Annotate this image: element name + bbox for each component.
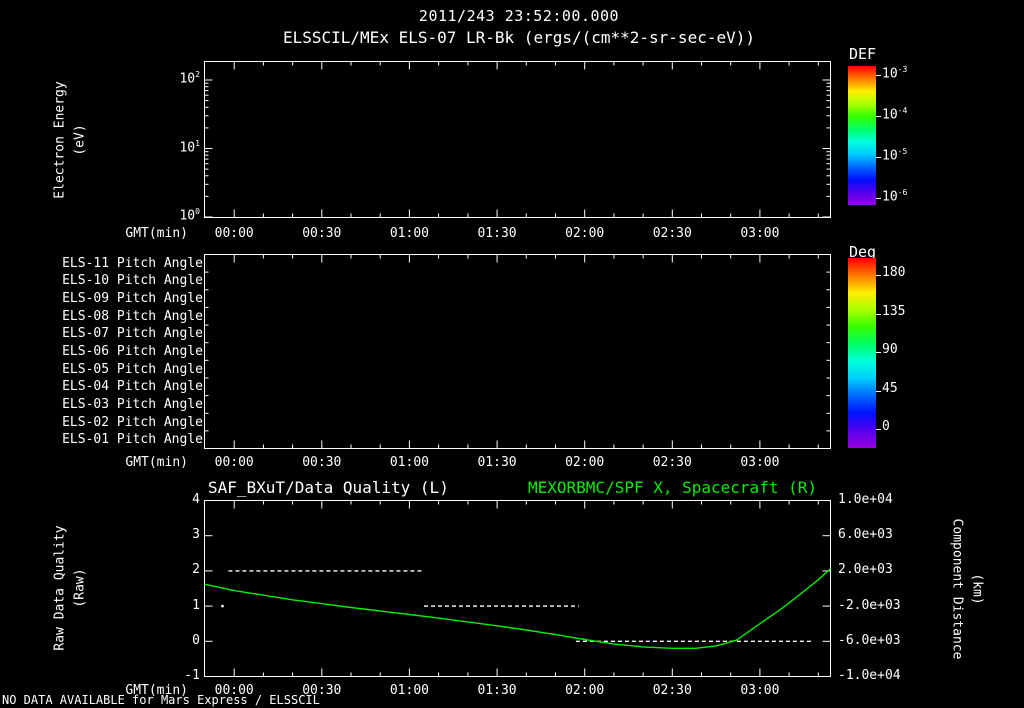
def-colorbar [848, 66, 876, 205]
distance-ytick-right: -2.0e+03 [838, 597, 901, 613]
def-colorbar-tick-label: 10-6 [882, 188, 908, 205]
pitch-row-label: ELS-11 Pitch Angle [62, 255, 203, 271]
distance-ytick-right: 6.0e+03 [838, 527, 893, 543]
time-tick-label-quality: 01:30 [477, 683, 517, 698]
pitch-row-label: ELS-01 Pitch Angle [62, 432, 203, 448]
energy-axis-label-units: (eV) [72, 124, 88, 156]
distance-ytick-right: -6.0e+03 [838, 632, 901, 648]
def-colorbar-tick-label: 10-3 [882, 65, 908, 82]
energy-panel-frame [204, 61, 831, 218]
time-tick-label-energy: 00:30 [302, 226, 342, 241]
def-colorbar-tick-mark [876, 116, 881, 117]
time-tick-label-pitch: 00:00 [214, 455, 254, 470]
deg-colorbar-tick-label: 0 [882, 419, 890, 434]
time-tick-label-quality: 01:00 [389, 683, 429, 698]
time-tick-label-energy: 02:00 [565, 226, 605, 241]
deg-colorbar-tick-mark [876, 275, 881, 276]
pitch-row-label: ELS-09 Pitch Angle [62, 291, 203, 307]
def-colorbar-tick-mark [876, 75, 881, 76]
time-tick-label-pitch: 02:00 [565, 455, 605, 470]
pitch-row-label: ELS-10 Pitch Angle [62, 273, 203, 289]
time-tick-label-energy: 02:30 [652, 226, 692, 241]
gmt-label-pitch: GMT(min) [125, 455, 188, 470]
energy-ytick-label: 101 [179, 138, 200, 155]
quality-ytick-left: -1 [184, 668, 200, 683]
time-tick-label-energy: 03:00 [740, 226, 780, 241]
quality-panel-frame [204, 500, 831, 677]
time-tick-label-pitch: 00:30 [302, 455, 342, 470]
def-colorbar-tick-label: 10-5 [882, 147, 908, 164]
pitch-row-label: ELS-08 Pitch Angle [62, 308, 203, 324]
plot-title: 2011/243 23:52:00.000 [418, 7, 620, 25]
time-tick-label-quality: 02:00 [565, 683, 605, 698]
pitch-row-label: ELS-03 Pitch Angle [62, 396, 203, 412]
pitch-row-label: ELS-06 Pitch Angle [62, 344, 203, 359]
quality-ytick-left: 2 [192, 562, 200, 578]
def-colorbar-tick-mark [876, 198, 881, 199]
energy-axis-label: Electron Energy [52, 81, 68, 199]
def-colorbar-title: DEF [849, 45, 877, 63]
time-tick-label-energy: 00:00 [214, 226, 254, 241]
quality-ytick-left: 0 [192, 632, 200, 648]
deg-colorbar-tick-mark [876, 390, 881, 392]
deg-colorbar-tick-mark [876, 352, 881, 353]
time-tick-label-energy: 01:00 [389, 226, 429, 241]
deg-colorbar-tick-label: 135 [882, 303, 906, 319]
time-tick-label-quality: 02:30 [652, 683, 692, 698]
distance-ytick-right: 2.0e+03 [838, 562, 893, 578]
gmt-label-quality: GMT(min) [125, 683, 188, 698]
deg-colorbar-tick-label: 180 [882, 265, 906, 280]
quality-ytick-left: 4 [192, 492, 200, 507]
pitch-panel-frame [204, 254, 831, 449]
spacecraft-x-curve [204, 568, 831, 650]
deg-colorbar-tick-label: 45 [882, 380, 898, 396]
quality-panel-title-right: MEXORBMC/SPF X, Spacecraft (R) [528, 478, 817, 497]
distance-ytick-right: -1.0e+04 [838, 668, 901, 683]
pitch-row-label: ELS-07 Pitch Angle [62, 326, 203, 342]
quality-axis-label: Raw Data Quality [52, 525, 68, 651]
time-tick-label-pitch: 03:00 [740, 455, 780, 470]
energy-ytick-label: 102 [179, 70, 200, 87]
data-quality-point [221, 604, 224, 608]
quality-axis-label-units: (Raw) [72, 568, 88, 608]
distance-ytick-right: 1.0e+04 [838, 492, 893, 507]
no-data-status: NO DATA AVAILABLE for Mars Express / ELS… [2, 693, 320, 707]
deg-colorbar-tick-mark [876, 429, 881, 430]
plot-subtitle: ELSSCIL/MEx ELS-07 LR-Bk (ergs/(cm**2-sr… [282, 28, 755, 47]
deg-colorbar-title: Deg [849, 243, 877, 261]
quality-ytick-left: 3 [192, 527, 200, 543]
distance-axis-label-units: (km) [969, 573, 985, 605]
time-tick-label-pitch: 01:00 [389, 455, 429, 470]
pitch-row-label: ELS-02 Pitch Angle [62, 414, 203, 430]
energy-ytick-label: 100 [179, 207, 200, 224]
quality-panel-title-left: SAF_BXuT/Data Quality (L) [208, 478, 449, 497]
gmt-label-energy: GMT(min) [125, 226, 188, 241]
time-tick-label-pitch: 01:30 [477, 455, 517, 470]
time-tick-label-pitch: 02:30 [652, 455, 692, 470]
quality-ytick-left: 1 [192, 597, 200, 613]
time-tick-label-energy: 01:30 [477, 226, 517, 241]
time-tick-label-quality: 03:00 [740, 683, 780, 698]
pitch-row-label: ELS-05 Pitch Angle [62, 361, 203, 377]
deg-colorbar-tick-label: 90 [882, 342, 898, 357]
distance-axis-label: Component Distance [949, 518, 965, 660]
deg-colorbar-tick-mark [876, 313, 881, 315]
time-tick-label-quality: 00:00 [214, 683, 254, 698]
time-tick-label-quality: 00:30 [302, 683, 342, 698]
pitch-row-label: ELS-04 Pitch Angle [62, 379, 203, 395]
def-colorbar-tick-label: 10-4 [882, 106, 908, 123]
deg-colorbar [848, 258, 876, 448]
def-colorbar-tick-mark [876, 157, 881, 158]
